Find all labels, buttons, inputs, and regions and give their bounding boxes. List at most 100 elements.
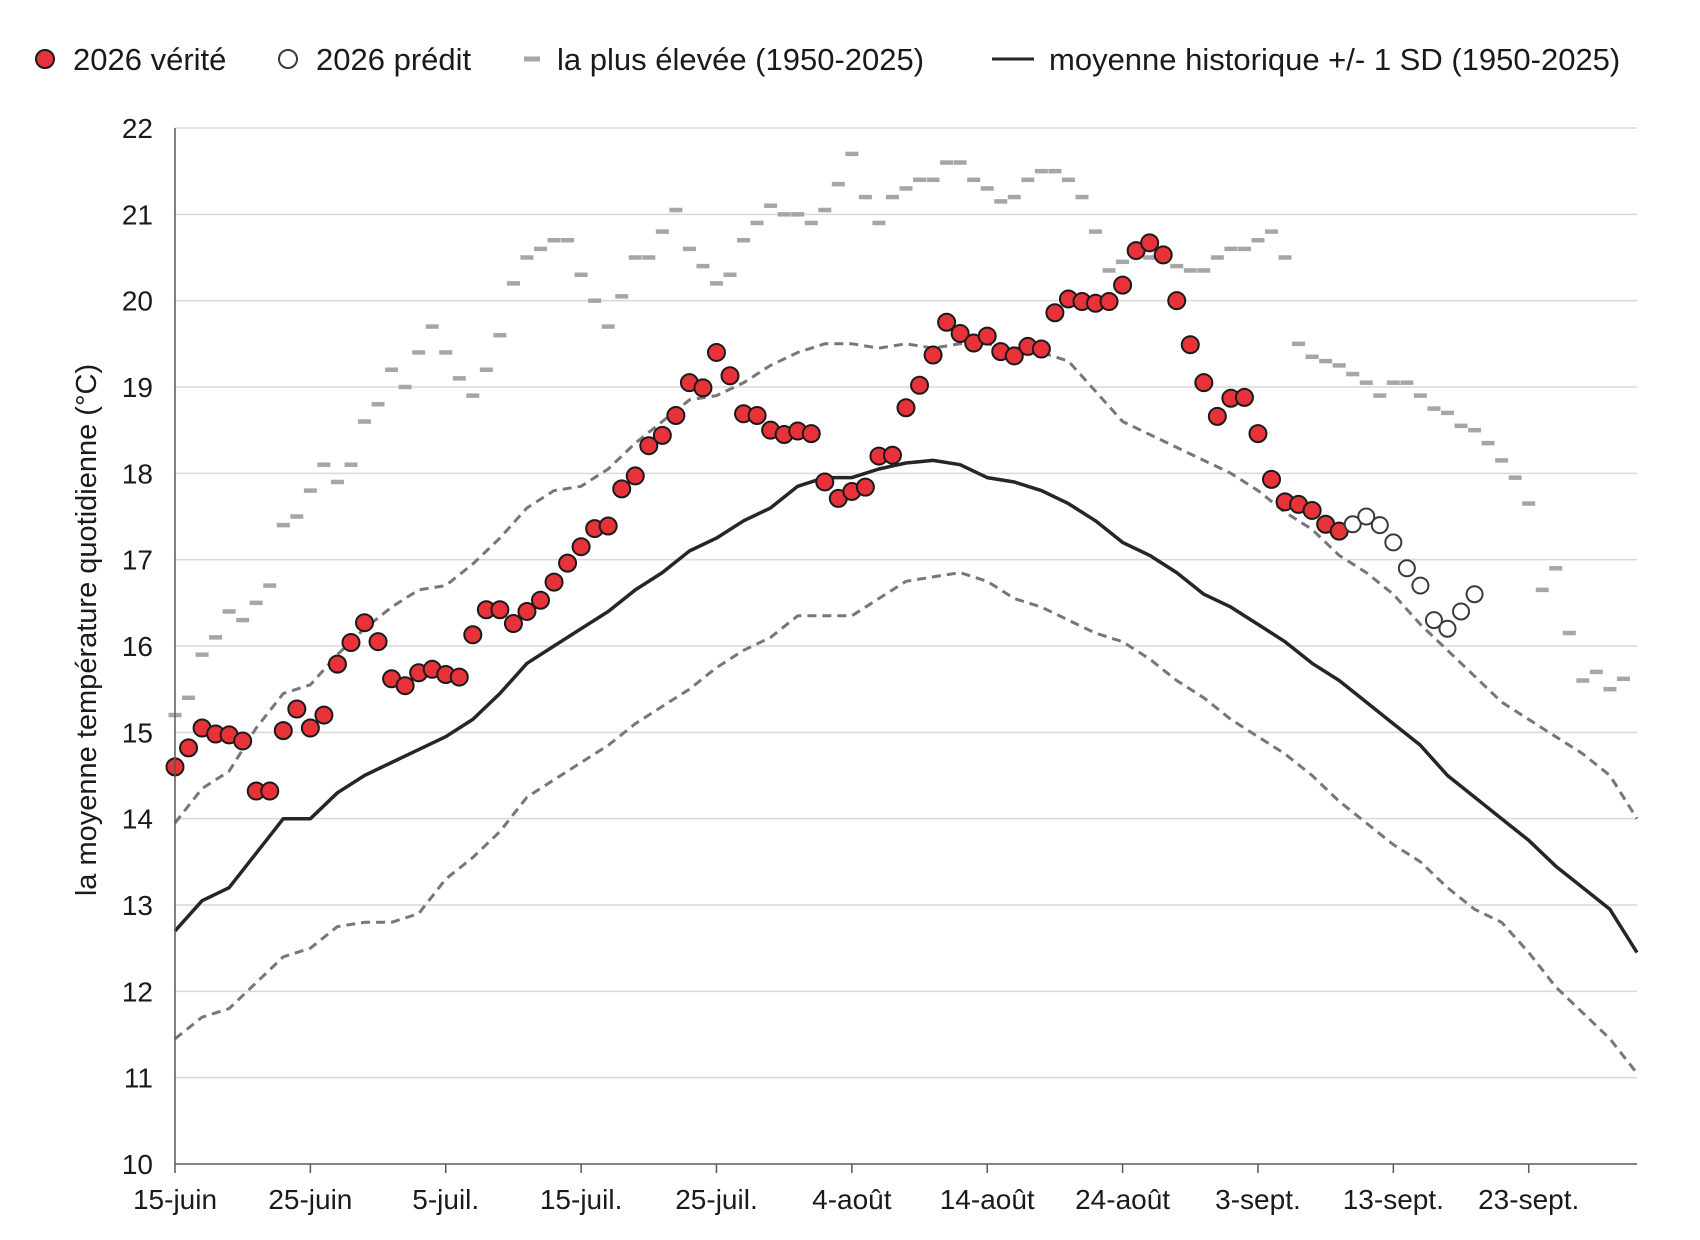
x-tick-label: 25-juil. [675,1184,757,1215]
y-axis-title: la moyenne température quotidienne (°C) [71,364,103,896]
legend-marker-truth [35,49,55,69]
truth-point [815,472,835,492]
truth-point [1167,291,1187,311]
truth-point [449,667,469,687]
y-tick-labels: 10 11 12 13 14 15 16 17 18 19 20 21 22 [122,113,153,1180]
truth-point [314,705,334,725]
truth-point [1031,339,1051,359]
truth-point [598,516,618,536]
predicted-point [1438,619,1457,638]
truth-point [1207,406,1227,426]
truth-point [896,398,916,418]
truth-point [571,537,591,557]
truth-point [260,781,280,801]
sd-band-lines [173,342,1639,1075]
mean-line-layer [173,458,1639,954]
x-tick-label: 14-août [940,1184,1035,1215]
truth-point [1248,424,1268,444]
truth-point [950,323,970,343]
sd-line-lower [174,571,1639,1075]
predicted-point [1411,576,1430,595]
grid-lines [175,127,1637,1079]
truth-point [1140,233,1160,253]
legend-marker-predicted [278,49,298,69]
truth-point [882,445,902,465]
truth-point [855,477,875,497]
truth-point [612,479,632,499]
predicted-point [1370,516,1389,535]
mean-line [173,458,1639,954]
truth-point [652,425,672,445]
predicted-point [1465,585,1484,604]
truth-point [368,632,388,652]
y-tick-label: 11 [124,1063,153,1094]
truth-point [1302,500,1322,520]
legend-label-highest: la plus élevée (1950-2025) [557,42,924,77]
predicted-points [1343,507,1484,638]
truth-point [287,699,307,719]
predicted-point [1384,533,1403,552]
x-tick-label: 4-août [812,1184,892,1215]
x-tick-label: 24-août [1075,1184,1170,1215]
y-tick-label: 15 [122,717,153,748]
truth-point [179,738,199,758]
truth-point [923,345,943,365]
legend: 2026 vérité 2026 prédit la plus élevée (… [35,42,1620,77]
truth-point [977,326,997,346]
predicted-point [1424,611,1443,630]
x-tick-label: 5-juil. [412,1184,479,1215]
predicted-point [1397,559,1416,578]
axes [174,128,1637,1165]
truth-point [1004,346,1024,366]
truth-point [490,600,510,620]
truth-point [355,613,375,633]
truth-point [937,312,957,332]
truth-point [341,633,361,653]
y-tick-label: 12 [122,976,153,1007]
y-tick-label: 16 [122,631,153,662]
legend-label-mean: moyenne historique +/- 1 SD (1950-2025) [1049,42,1620,77]
truth-point [1099,292,1119,312]
truth-point [1262,469,1281,489]
truth-point [706,342,726,362]
y-tick-label: 21 [122,199,153,230]
truth-point [531,590,550,610]
truth-point [1045,303,1065,323]
truth-point [463,625,483,645]
truth-point [558,553,578,573]
legend-item-truth: 2026 vérité [35,42,226,77]
truth-point [666,405,686,425]
predicted-point [1343,515,1362,534]
y-tick-label: 22 [122,113,153,144]
truth-points [165,233,1349,801]
truth-point [233,731,253,751]
x-tick-label: 15-juil. [540,1184,622,1215]
truth-point [747,405,767,425]
truth-point [395,676,415,696]
truth-point [327,654,347,674]
legend-item-mean: moyenne historique +/- 1 SD (1950-2025) [992,42,1620,77]
truth-point [517,601,537,621]
predicted-point [1452,602,1471,621]
x-tick-label: 3-sept. [1215,1184,1301,1215]
y-tick-label: 10 [122,1149,153,1180]
truth-point [693,378,713,398]
y-tick-label: 18 [122,458,153,489]
legend-label-truth: 2026 vérité [73,42,226,77]
truth-point [1234,387,1254,407]
x-tick-labels: 15-juin 25-juin 5-juil. 15-juil. 25-juil. 4-a… [133,1164,1579,1215]
truth-point [544,572,564,592]
predicted-point [1357,507,1376,526]
truth-point [801,424,821,444]
truth-point [300,718,320,738]
truth-point [1153,245,1173,265]
truth-point [910,375,930,395]
truth-point [625,466,645,486]
legend-item-predicted: 2026 prédit [278,42,472,77]
x-tick-label: 15-juin [133,1184,217,1215]
legend-label-predicted: 2026 prédit [316,42,472,77]
x-tick-label: 25-juin [268,1184,352,1215]
y-tick-label: 17 [122,545,153,576]
